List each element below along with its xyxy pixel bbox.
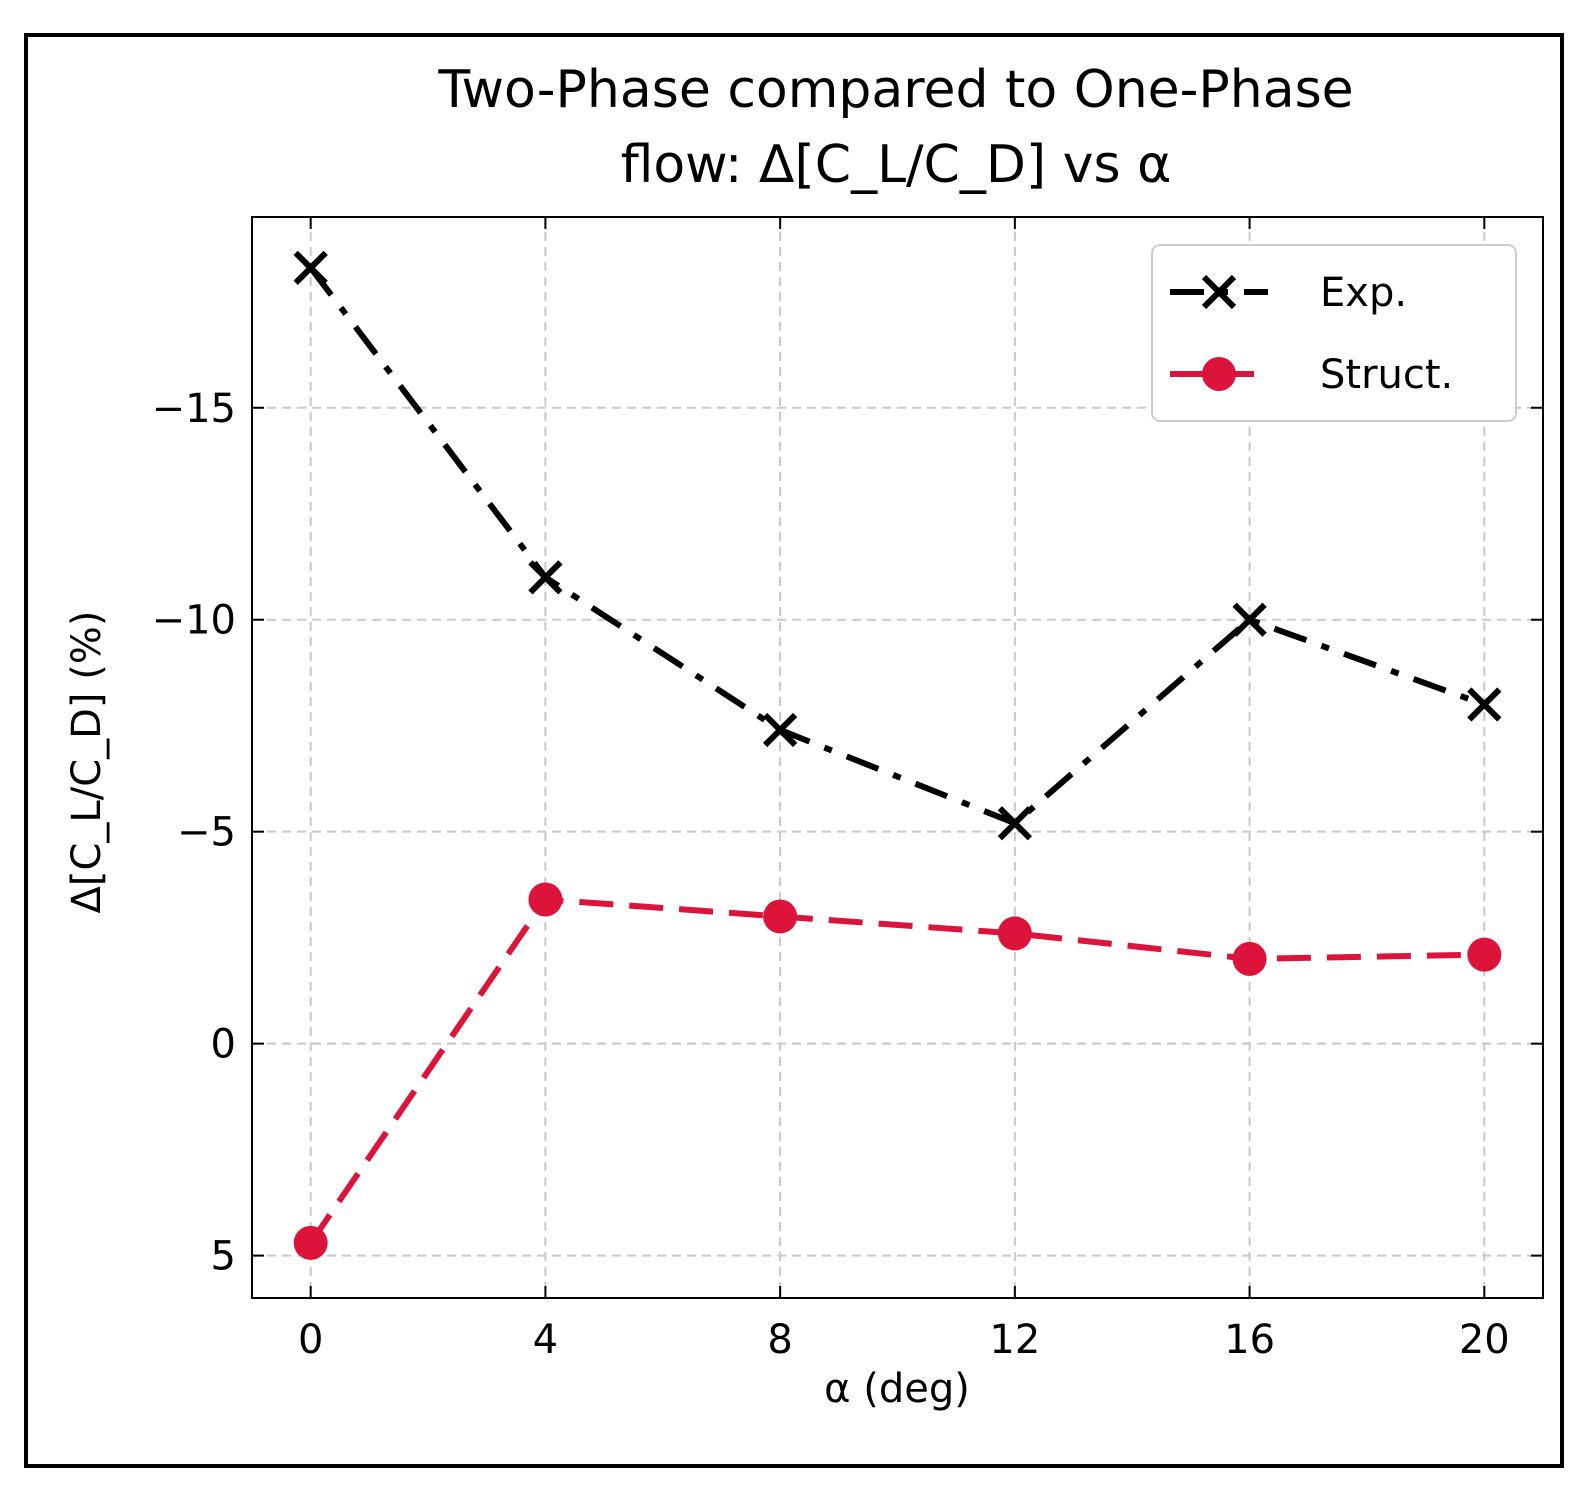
x-tick-label: 12 [989, 1317, 1040, 1363]
y-tick-label: 0 [211, 1022, 236, 1068]
legend: Exp. Struct. [1151, 244, 1517, 422]
axis-ticks: 0 4 8 12 16 20 −15 −10 −5 0 5 [152, 217, 1543, 1363]
y-axis-label: Δ[C_L/C_D] (%) [64, 611, 110, 914]
x-axis-label: α (deg) [824, 1366, 970, 1412]
data-point-exp [1467, 687, 1502, 722]
x-tick-label: 4 [533, 1317, 558, 1363]
data-point-exp [997, 806, 1032, 841]
data-point-exp [528, 560, 563, 595]
series-layer [293, 250, 1502, 1260]
legend-item-exp: Exp. [1170, 270, 1407, 316]
legend-marker-struct [1202, 357, 1236, 391]
series-line-struct [308, 896, 1485, 1245]
series-line-exp [308, 266, 1486, 827]
marker-stroke [1232, 602, 1267, 637]
x-tick-label: 16 [1224, 1317, 1275, 1363]
grid [252, 217, 1543, 1298]
x-tick-label: 0 [298, 1317, 323, 1363]
plot-area [251, 216, 1544, 1299]
data-point-struct [763, 899, 798, 934]
data-point-exp [1232, 602, 1267, 637]
data-point-exp [293, 250, 328, 285]
marker-stroke [763, 712, 798, 748]
data-point-struct [528, 882, 563, 917]
marker-stroke [1467, 687, 1502, 722]
data-point-exp [763, 712, 798, 748]
x-tick-label: 20 [1459, 1317, 1510, 1363]
y-tick-label: 5 [211, 1234, 236, 1280]
y-tick-label: −5 [177, 810, 236, 856]
x-tick-label: 8 [767, 1317, 792, 1363]
marker-stroke [1201, 274, 1237, 310]
y-tick-label: −15 [152, 386, 236, 432]
y-tick-label: −10 [152, 598, 236, 644]
legend-label-exp: Exp. [1320, 270, 1407, 316]
legend-marker-exp [1201, 274, 1237, 310]
chart-title-line-1: Two-Phase compared to One-Phase [437, 60, 1353, 120]
data-point-struct [1232, 941, 1267, 976]
chart-title-line-2: flow: Δ[C_L/C_D] vs α [621, 135, 1172, 195]
legend-label-struct: Struct. [1320, 352, 1453, 398]
data-point-struct [293, 1225, 328, 1260]
data-point-struct [1467, 937, 1502, 972]
legend-item-struct: Struct. [1170, 352, 1453, 398]
marker-stroke [997, 806, 1032, 841]
marker-stroke [293, 250, 328, 285]
marker-stroke [528, 560, 563, 595]
data-point-struct [997, 916, 1032, 951]
